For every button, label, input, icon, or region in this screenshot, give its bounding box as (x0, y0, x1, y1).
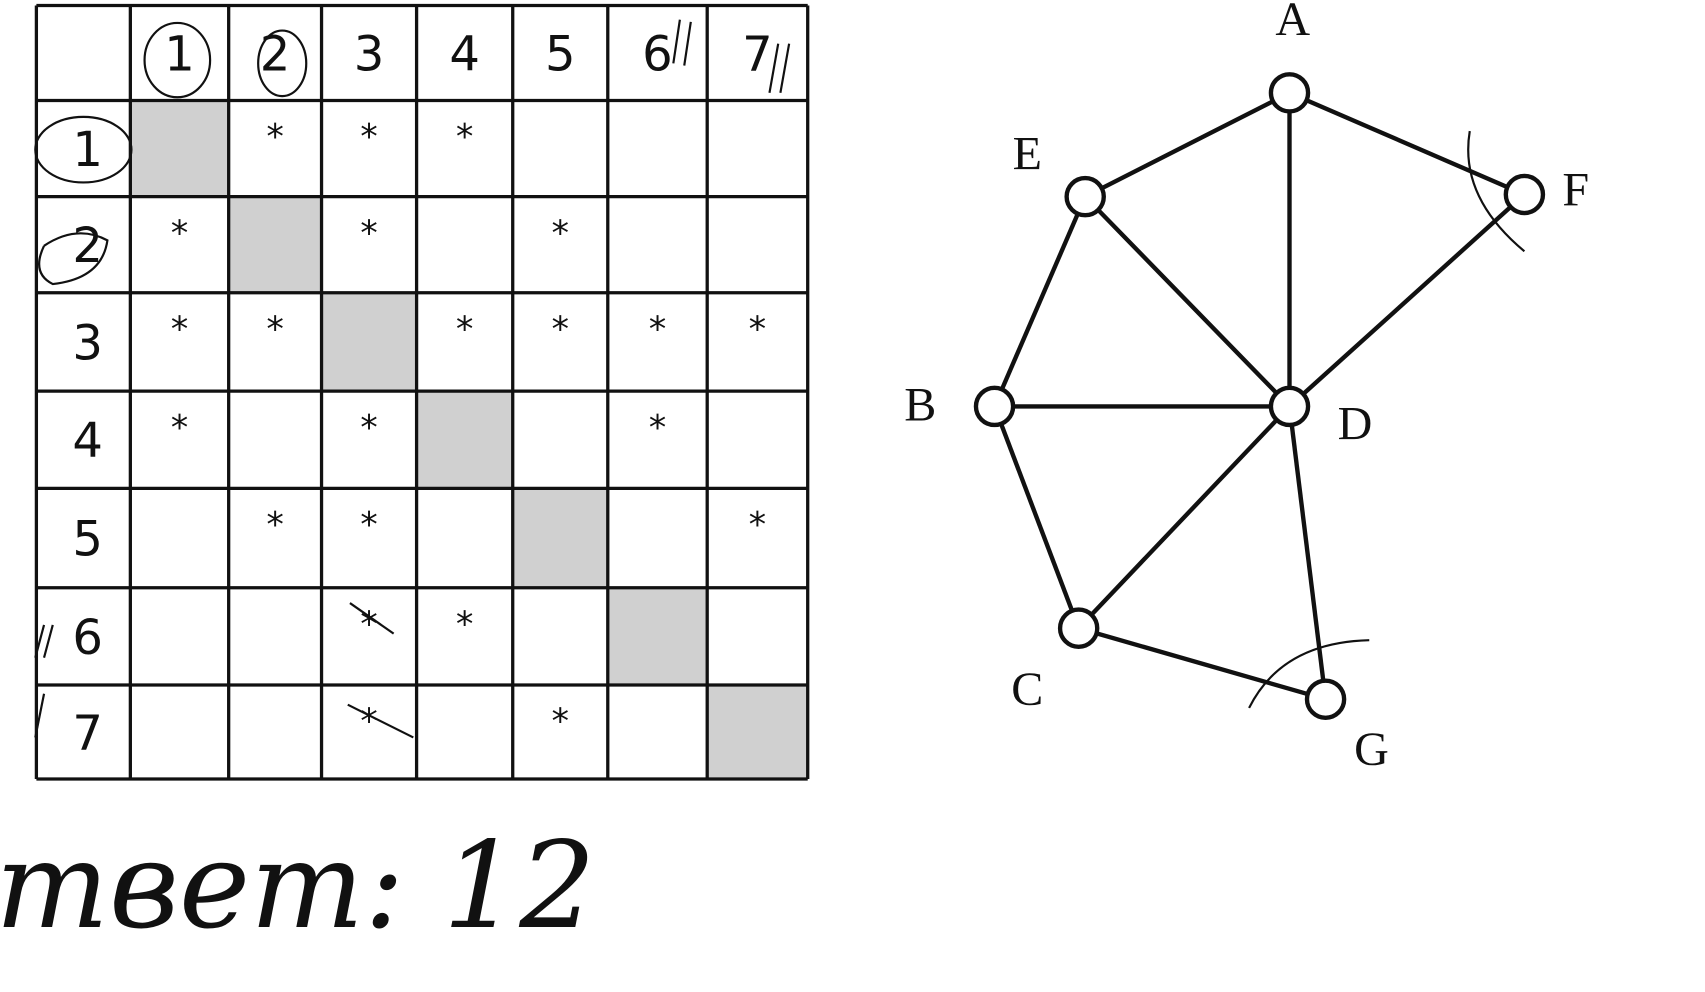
answer: Ответ: 12 (0, 816, 596, 956)
column-header: 3 (354, 26, 385, 82)
handwriting (34, 19, 1526, 739)
edge (1288, 90, 1526, 197)
node-label: C (1011, 663, 1043, 716)
node (1268, 72, 1311, 114)
node (1503, 173, 1546, 216)
diagonal-cell (707, 685, 808, 779)
edge (1084, 90, 1291, 199)
cell-mark: * (550, 214, 571, 254)
cell-mark: * (359, 506, 380, 546)
node-label: G (1354, 723, 1389, 776)
edge (1077, 404, 1292, 630)
edge (992, 405, 1081, 629)
cell-mark: * (747, 506, 768, 546)
diagonal-cell (321, 292, 417, 392)
node-label: A (1275, 0, 1310, 46)
column-header: 2 (260, 26, 291, 82)
cell-mark: * (265, 310, 286, 350)
cell-mark: * (550, 702, 571, 742)
column-header: 7 (742, 26, 773, 82)
row-header: 2 (72, 218, 103, 274)
column-header: 4 (449, 26, 480, 82)
cell-mark: * (169, 310, 190, 350)
edge (1288, 192, 1526, 409)
edge (1083, 195, 1292, 408)
diagonal-cell (228, 196, 322, 293)
column-header: 1 (164, 26, 195, 82)
row-header: 6 (72, 610, 103, 666)
column-header: 5 (545, 26, 576, 82)
node-label: F (1562, 163, 1589, 216)
node (1064, 175, 1106, 218)
graph: A E F B D C G (904, 0, 1589, 776)
cell-mark: * (359, 408, 380, 448)
cell-mark: * (359, 702, 380, 742)
cell-mark: * (454, 310, 475, 350)
cell-mark: * (359, 605, 380, 645)
row-header: 5 (72, 511, 103, 567)
node (1057, 607, 1100, 649)
node-label: D (1338, 397, 1373, 450)
cell-mark: * (169, 408, 190, 448)
cell-mark: * (359, 118, 380, 158)
diagonal-cell (512, 488, 608, 588)
node-label: B (904, 379, 936, 432)
cell-mark: * (265, 506, 286, 546)
cell-mark: * (169, 214, 190, 254)
edge (1287, 406, 1328, 700)
node-label: E (1013, 127, 1042, 180)
cell-mark: * (550, 310, 571, 350)
row-header: 7 (72, 705, 103, 761)
node (973, 385, 1016, 428)
node (1268, 385, 1311, 428)
cell-mark: * (454, 605, 475, 645)
edge (992, 195, 1088, 408)
cell-mark: * (747, 310, 768, 350)
diagonal-cell (416, 391, 513, 489)
diagonal-cell (130, 100, 229, 197)
diagonal-cell (607, 587, 708, 686)
row-header: 4 (72, 413, 103, 469)
row-header: 1 (72, 122, 103, 178)
cell-mark: * (454, 118, 475, 158)
cell-mark: * (647, 310, 668, 350)
column-header: 6 (642, 26, 673, 82)
edge (1078, 626, 1327, 702)
adjacency-table: 1 2 3 4 5 6 7 1 2 3 4 5 6 7 * * * * * * * * * * * * * * * * * * * * * * (34, 3, 810, 781)
row-header: 3 (72, 315, 103, 371)
cell-mark: * (359, 214, 380, 254)
cell-mark: * (265, 118, 286, 158)
cell-mark: * (647, 408, 668, 448)
node (1304, 678, 1347, 720)
